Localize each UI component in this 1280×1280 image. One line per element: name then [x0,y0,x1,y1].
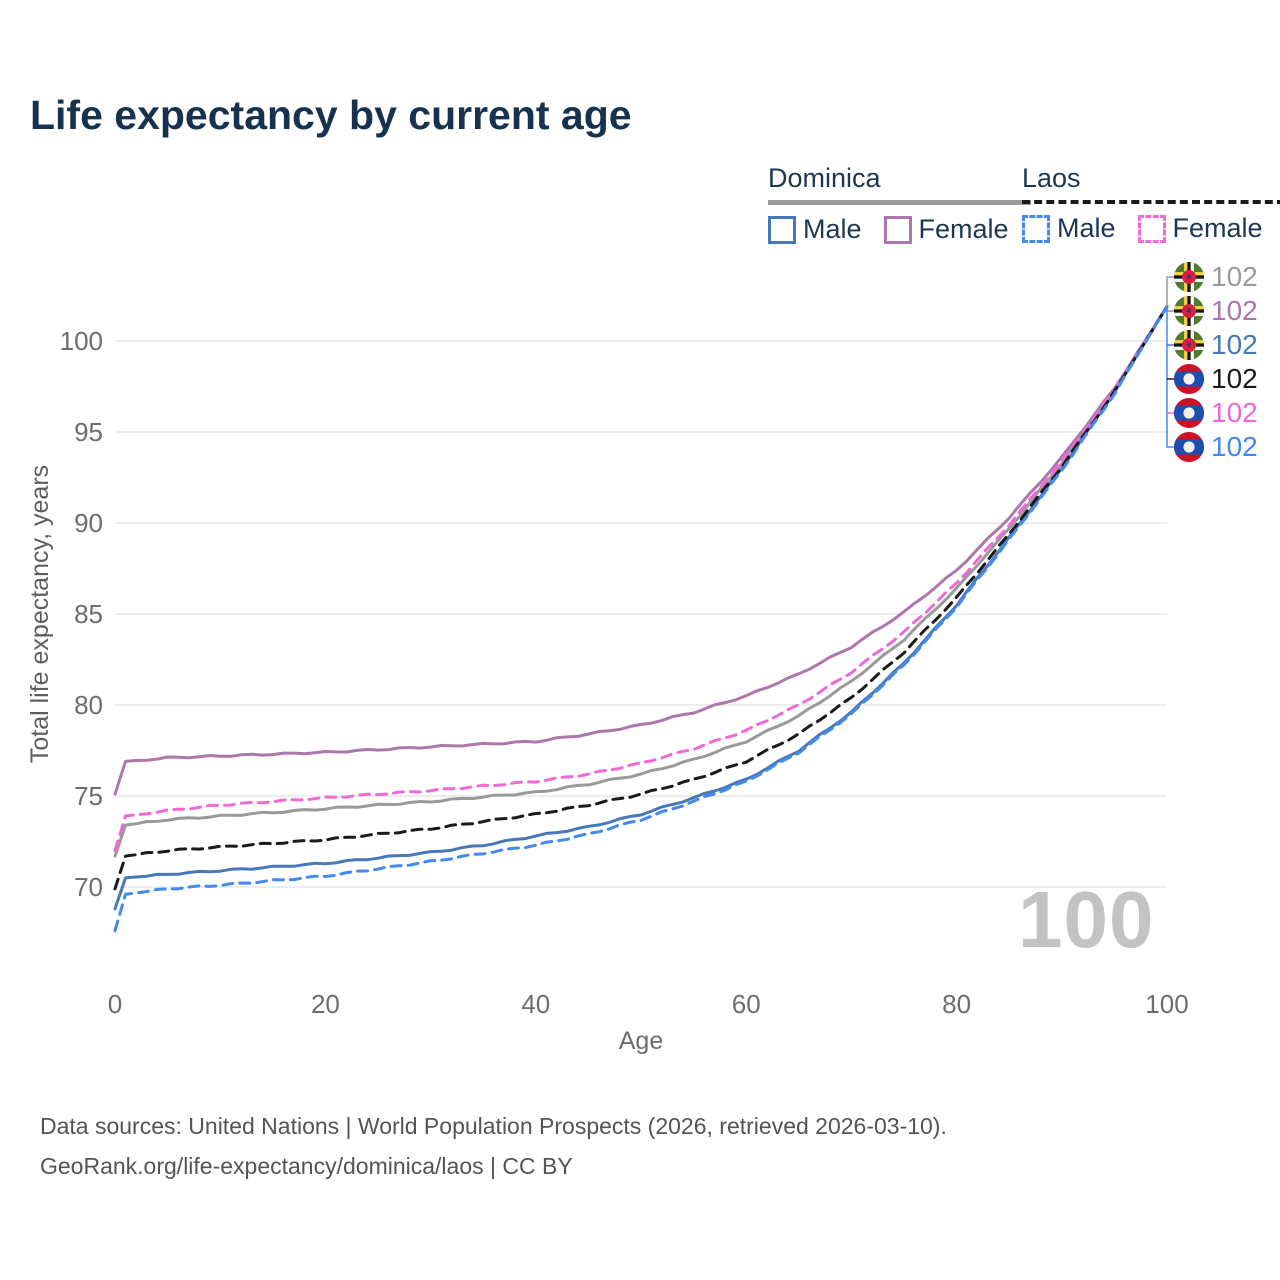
x-tick-label: 60 [732,989,761,1019]
x-tick-label: 0 [108,989,122,1019]
end-label-value: 102 [1211,431,1258,462]
end-label-value: 102 [1211,329,1258,360]
y-tick-label: 100 [60,326,103,356]
end-label-value: 102 [1211,363,1258,394]
end-label-row-laos: 102 [1174,362,1258,396]
legend-label-dominica-male[interactable]: Male [803,214,862,244]
end-label-value: 102 [1211,397,1258,428]
laos-flag-icon [1174,364,1204,394]
series-line-dominica-male[interactable] [113,304,1169,911]
y-tick-label: 80 [74,690,103,720]
series-line-laos-female[interactable] [113,304,1169,853]
x-tick-label: 100 [1145,989,1188,1019]
legend-swatch-dominica-female[interactable] [883,215,912,244]
chart-plot-area[interactable]: 70 75 80 85 90 95 100 0 20 40 60 80 100 Age Total life… [0,0,1280,1080]
end-label-leader-line [1166,306,1175,448]
legend-group-laos: Laos Male Female [1022,163,1280,244]
legend-label-laos-male[interactable]: Male [1057,213,1116,243]
age-watermark: 100 [1018,875,1155,964]
attribution-link[interactable]: GeoRank.org/life-expectancy/dominica/lao… [40,1153,573,1179]
series-line-laos-male[interactable] [113,304,1169,933]
end-label-leader-line [1166,276,1175,307]
end-label-row-dominica-female: 102 [1174,294,1258,328]
y-tick-label: 90 [74,508,103,538]
y-tick-label: 75 [74,781,103,811]
dominica-flag-icon [1174,262,1204,292]
x-tick-label: 40 [521,989,550,1019]
y-axis-title: Total life expectancy, years [26,465,54,763]
footer: Data sources: United Nations | World Pop… [40,1106,947,1186]
legend-header-dominica[interactable]: Dominica [768,163,881,193]
dominica-flag-icon [1174,330,1204,360]
y-tick-label: 85 [74,599,103,629]
end-label-value: 102 [1211,261,1258,292]
end-label-row-laos-male: 102 [1174,430,1258,464]
series-line-dominica-female[interactable] [113,304,1169,796]
x-tick-label: 20 [311,989,340,1019]
end-label-row-dominica-male: 102 [1174,328,1258,362]
legend-swatch-laos-male[interactable] [1022,214,1050,243]
y-tick-label: 95 [74,417,103,447]
x-tick-label: 80 [942,989,971,1019]
series-line-laos[interactable] [113,304,1169,891]
series-line-dominica[interactable] [113,304,1169,858]
data-sources-text: Data sources: United Nations | World Pop… [40,1113,947,1139]
legend-swatch-dominica-male[interactable] [768,215,796,244]
legend-header-laos[interactable]: Laos [1022,163,1081,193]
end-label-row-dominica: 102 [1174,260,1258,294]
legend-group-dominica: Dominica Male Female [768,163,1031,245]
end-label-value: 102 [1211,295,1258,326]
dominica-solid-line-sample [768,200,1031,205]
end-labels: 102 102 102 102 102 102 [1174,260,1258,464]
laos-flag-icon [1174,432,1204,462]
laos-flag-icon [1174,398,1204,428]
legend-swatch-laos-female[interactable] [1137,214,1166,243]
end-label-row-laos-female: 102 [1174,396,1258,430]
y-tick-label: 70 [74,872,103,902]
legend-label-dominica-female[interactable]: Female [918,214,1009,244]
legend-label-laos-female[interactable]: Female [1172,213,1263,243]
x-axis-title: Age [619,1027,663,1055]
laos-dashed-line-sample [1022,200,1280,204]
page-title: Life expectancy by current age [30,92,632,138]
dominica-flag-icon [1174,296,1204,326]
